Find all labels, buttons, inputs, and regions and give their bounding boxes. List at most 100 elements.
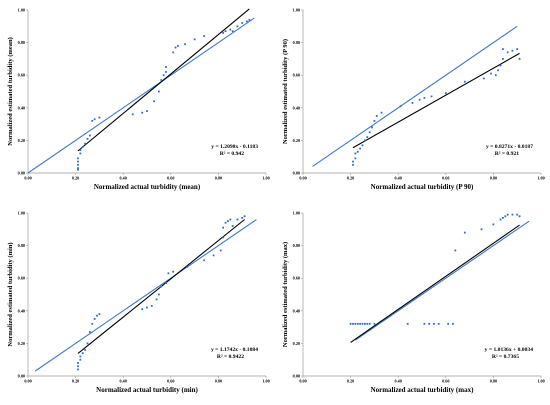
data-point (88, 331, 91, 333)
data-point (359, 147, 362, 150)
x-tick-label: 0.00 (299, 176, 306, 181)
chart-svg: 0.00 0.20 0.40 0.60 0.80 1.00 0.00 0.20 0.40 0.60… (7, 211, 270, 395)
data-point (231, 30, 234, 33)
data-point (203, 259, 206, 262)
y-tick-label: 1.00 (293, 211, 300, 216)
data-point (91, 119, 94, 122)
data-point (447, 322, 450, 325)
y-tick-label: 0.00 (18, 374, 25, 379)
x-tick-label: 0.80 (215, 379, 222, 384)
data-point (499, 218, 502, 221)
data-point (165, 71, 167, 73)
data-point (418, 98, 421, 101)
data-point (77, 168, 79, 171)
x-tick-label: 0.20 (72, 176, 79, 181)
y-tick-label: 1.00 (293, 8, 300, 13)
data-point (229, 218, 232, 221)
data-point (363, 322, 366, 325)
data-point (423, 322, 426, 325)
data-point (502, 216, 504, 219)
y-tick-label: 1.00 (18, 211, 25, 216)
y-axis-label: Normalized estimated turbidity (min) (7, 242, 14, 346)
data-point (167, 272, 170, 275)
data-point (131, 113, 134, 116)
trend-line (77, 8, 250, 152)
data-point (499, 64, 502, 67)
data-point (84, 349, 87, 351)
regression-equation: y = 1.2098x - 0.1183 (211, 144, 258, 150)
x-tick-label: 0.80 (490, 176, 497, 181)
x-tick-label: 0.00 (24, 379, 31, 384)
chart-svg: 0.00 0.20 0.40 0.60 0.80 1.00 0.00 0.20 0.40 0.60… (7, 8, 270, 192)
data-point (511, 213, 514, 216)
data-point (236, 25, 239, 28)
x-tick-label: 0.40 (120, 176, 127, 181)
data-point (193, 38, 196, 41)
data-point (77, 160, 79, 163)
data-point (81, 352, 84, 355)
data-point (79, 355, 82, 358)
data-point (141, 111, 144, 114)
x-axis-label: Normalized actual turbidity (min) (96, 386, 198, 394)
data-point (497, 69, 500, 72)
data-point (219, 249, 222, 252)
data-point (375, 115, 378, 117)
data-point (463, 231, 466, 234)
y-axis-label: Normalized estimated turbidity (P 90) (282, 39, 289, 144)
data-point (222, 31, 225, 34)
r-squared: R² = 0.942 (220, 151, 244, 157)
y-tick-label: 0.20 (293, 138, 300, 143)
data-point (162, 74, 165, 77)
regression-equation: y = 1.0136x + 0.0034 (485, 347, 534, 353)
identity-line (355, 220, 530, 341)
data-point (81, 146, 84, 148)
data-point (506, 51, 509, 54)
data-point (158, 293, 160, 296)
y-tick-label: 0.40 (18, 105, 25, 110)
data-point (158, 90, 160, 93)
data-point (203, 35, 206, 37)
data-point (423, 97, 426, 99)
y-tick-label: 1.00 (18, 8, 25, 13)
data-point (480, 228, 483, 231)
chart-panel-max: 0.00 0.20 0.40 0.60 0.80 1.00 0.00 0.20 0.40 0.60… (275, 203, 550, 405)
data-point (494, 74, 497, 77)
data-point (231, 225, 234, 227)
identity-line (27, 17, 255, 174)
data-point (482, 77, 485, 80)
data-point (165, 66, 167, 68)
data-point (399, 105, 402, 108)
y-tick-label: 0.80 (293, 243, 300, 248)
trend-line (350, 224, 520, 343)
x-tick-label: 0.60 (167, 379, 174, 384)
data-point (146, 306, 148, 309)
data-point (77, 167, 79, 170)
data-point (243, 215, 246, 218)
data-point (98, 313, 101, 315)
data-point (93, 318, 96, 320)
data-point (98, 116, 101, 119)
data-point (93, 118, 96, 121)
data-point (77, 365, 79, 368)
x-tick-label: 1.00 (537, 176, 544, 181)
data-point (96, 314, 98, 317)
data-point (373, 119, 376, 122)
data-point (490, 72, 492, 75)
data-point (406, 322, 409, 325)
identity-line (34, 219, 257, 372)
y-tick-label: 0.40 (18, 308, 25, 313)
data-point (77, 163, 79, 166)
data-point (444, 92, 447, 95)
chart-panel-min: 0.00 0.20 0.40 0.60 0.80 1.00 0.00 0.20 0.40 0.60… (0, 203, 275, 405)
regression-equation: y = 1.1742x - 0.1084 (211, 347, 258, 353)
data-point (79, 149, 82, 152)
r-squared: R² = 0.7365 (492, 354, 519, 360)
data-point (186, 265, 189, 268)
y-tick-label: 0.20 (293, 341, 300, 346)
trend-line (352, 52, 520, 149)
data-point (165, 282, 167, 284)
data-point (172, 270, 175, 273)
data-point (363, 139, 366, 142)
data-point (146, 110, 148, 112)
chart-panel-p90: 0.00 0.20 0.40 0.60 0.80 1.00 0.00 0.20 0.40 0.60… (275, 0, 550, 202)
